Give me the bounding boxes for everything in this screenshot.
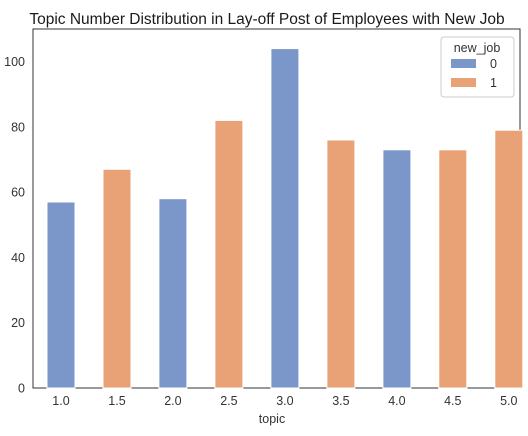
bar-series1-0 [102, 168, 132, 389]
legend-swatch-0 [451, 59, 476, 68]
bar-series1-3 [438, 149, 468, 389]
legend-label-1: 1 [490, 76, 497, 90]
bar-series1-4 [494, 129, 524, 389]
y-tick-label-5: 100 [4, 55, 25, 69]
y-tick-label-3: 60 [11, 186, 25, 200]
y-tick-label-0: 0 [18, 382, 25, 396]
x-tick-label-4: 3.0 [276, 394, 293, 408]
x-tick-label-8: 5.0 [500, 394, 517, 408]
x-axis-label: topic [259, 412, 285, 426]
y-tick-label-4: 80 [11, 120, 25, 134]
x-tick-label-3: 2.5 [220, 394, 237, 408]
bar-series1-1 [214, 119, 244, 389]
bar-series0-2 [270, 48, 300, 389]
bar-series1-2 [326, 139, 356, 389]
x-tick-label-5: 3.5 [332, 394, 349, 408]
bar-series0-3 [382, 149, 412, 389]
bar-series0-1 [158, 198, 188, 389]
y-ticks: 0 20 40 60 80 100 [4, 55, 25, 395]
y-tick-label-2: 40 [11, 251, 25, 265]
x-ticks: 1.0 1.5 2.0 2.5 3.0 3.5 4.0 4.5 5.0 [52, 394, 517, 408]
bar-series0-0 [46, 201, 76, 389]
x-tick-label-6: 4.0 [388, 394, 405, 408]
bars-layer [46, 48, 524, 389]
legend: new_job 0 1 [440, 36, 515, 98]
legend-swatch-1 [451, 78, 476, 87]
x-tick-label-2: 2.0 [164, 394, 181, 408]
x-tick-label-0: 1.0 [52, 394, 69, 408]
y-tick-label-1: 20 [11, 316, 25, 330]
x-tick-label-1: 1.5 [108, 394, 125, 408]
x-tick-label-7: 4.5 [444, 394, 461, 408]
legend-label-0: 0 [490, 57, 497, 71]
chart-title: Topic Number Distribution in Lay-off Pos… [29, 11, 504, 28]
legend-title: new_job [454, 41, 501, 55]
